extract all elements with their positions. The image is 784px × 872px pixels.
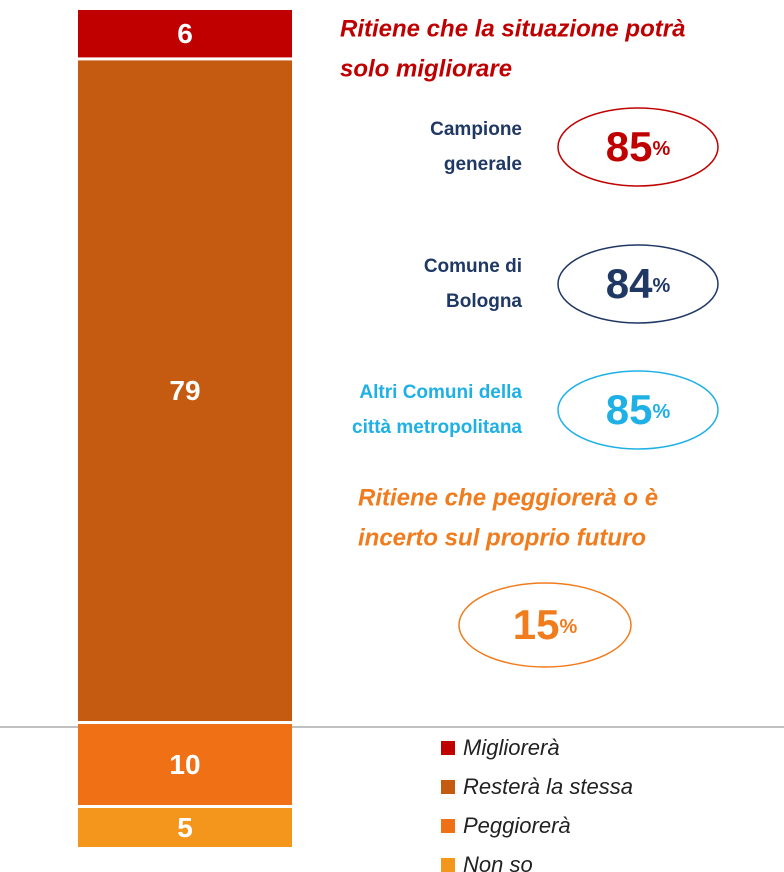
callout-suffix: % [652, 401, 670, 423]
callout-ellipse [557, 370, 719, 450]
legend-label: Resterà la stessa [463, 774, 633, 799]
group-heading: Ritiene che la situazione potrà [340, 15, 685, 42]
callout-number: 15 [513, 601, 560, 648]
callout-suffix: % [559, 616, 577, 638]
callout-label: Bologna [446, 291, 522, 312]
callout-ellipse [557, 244, 719, 324]
data-label: 79 [169, 375, 200, 406]
legend-label: Migliorerà [463, 735, 560, 760]
callout-label: città metropolitana [352, 417, 522, 438]
legend-label: Peggiorerà [463, 813, 571, 838]
data-label: 6 [177, 18, 193, 49]
legend-swatch [441, 858, 455, 872]
callout-value: 84% [606, 260, 671, 307]
callout-ellipse [557, 107, 719, 187]
legend-swatch [441, 819, 455, 833]
callout-suffix: % [652, 275, 670, 297]
callout-ellipse [458, 582, 632, 668]
legend-label: Non so [463, 852, 533, 872]
group-heading: Ritiene che peggiorerà o è [358, 484, 658, 511]
callout-number: 85 [606, 123, 653, 170]
bar-segment [78, 808, 292, 847]
bar-segment [78, 10, 292, 58]
group-heading: incerto sul proprio futuro [358, 524, 646, 551]
group-heading: solo migliorare [340, 55, 512, 82]
callout-label: Comune di [424, 256, 522, 277]
callout-suffix: % [652, 138, 670, 160]
callout-label: Campione [430, 119, 522, 140]
bar-segment [78, 60, 292, 721]
callout-value: 15% [513, 601, 578, 648]
callout-number: 85 [606, 386, 653, 433]
callout-value: 85% [606, 386, 671, 433]
bar-segment [78, 724, 292, 805]
legend-swatch [441, 741, 455, 755]
data-label: 5 [177, 812, 193, 843]
legend-swatch [441, 780, 455, 794]
callout-label: Altri Comuni della [359, 382, 522, 403]
data-label: 10 [169, 749, 200, 780]
callout-label: generale [444, 154, 522, 175]
callout-number: 84 [606, 260, 653, 307]
callout-value: 85% [606, 123, 671, 170]
